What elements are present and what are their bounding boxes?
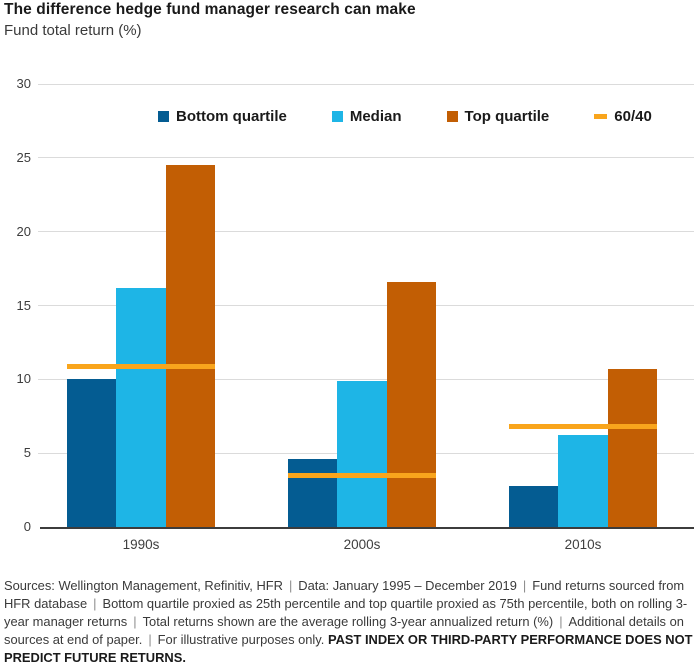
legend-item-median: Median <box>331 108 402 125</box>
line-60-40-2010s <box>509 424 657 430</box>
bar-bottom-quartile-1990s <box>67 379 117 527</box>
gridline-25 <box>38 157 694 159</box>
footer-separator: | <box>288 578 293 593</box>
footer-segment-6: For illustrative purposes only. <box>157 632 325 647</box>
footer-segment-5: Additional details on sources at end of … <box>4 614 684 647</box>
legend-item-60-40: 60/40 <box>594 108 652 125</box>
bar-bottom-quartile-2000s <box>288 459 338 527</box>
footer-separator: | <box>93 596 97 611</box>
gridline-10 <box>38 378 694 380</box>
y-tick-label-15: 15 <box>16 297 31 313</box>
y-tick-label-25: 25 <box>16 149 31 165</box>
y-tick-label-5: 5 <box>23 445 31 461</box>
y-tick-label-20: 20 <box>16 223 31 239</box>
bar-top-quartile-1990s <box>165 165 215 527</box>
legend-item-top-quartile: Top quartile <box>446 108 550 125</box>
y-tick-label-10: 10 <box>16 371 31 387</box>
bar-median-1990s <box>116 287 166 527</box>
legend-label-median: Median <box>349 108 402 125</box>
gridline-15 <box>38 305 694 306</box>
x-axis-label-2010s: 2010s <box>564 537 602 552</box>
y-tick-label-0: 0 <box>23 519 31 534</box>
bar-bottom-quartile-2010s <box>509 485 559 527</box>
legend-label-bottom-quartile: Bottom quartile <box>176 108 287 125</box>
line-60-40-2000s <box>288 472 436 478</box>
footer-notes: Sources: Wellington Management, Refiniti… <box>4 577 697 667</box>
bar-top-quartile-2010s <box>607 369 657 527</box>
legend-label-top-quartile: Top quartile <box>464 108 550 125</box>
bar-median-2000s <box>337 380 387 527</box>
legend-swatch-icon <box>446 111 458 122</box>
footer-separator: | <box>522 578 527 593</box>
footer-segment-1: Data: January 1995 – December 2019 <box>298 578 517 593</box>
legend-label-60-40: 60/40 <box>614 108 652 125</box>
plot-area: 0 5 10 15 20 25 30 1990s 2000s 2010s <box>17 76 694 552</box>
x-axis-label-2000s: 2000s <box>343 537 381 552</box>
legend-dash-icon <box>594 114 608 119</box>
gridline-20 <box>38 231 694 233</box>
footer-separator: | <box>148 632 152 647</box>
legend-item-bottom-quartile: Bottom quartile <box>158 108 287 125</box>
page-title: The difference hedge fund manager resear… <box>4 1 416 18</box>
footer-segment-4: Total returns shown are the average roll… <box>142 614 554 629</box>
footer-separator: | <box>559 614 563 629</box>
gridline-30 <box>38 83 694 85</box>
footer-disclaimer-emphasis: PAST INDEX OR THIRD-PARTY PERFORMANCE DO… <box>4 632 693 665</box>
footer-segment-0: Sources: Wellington Management, Refiniti… <box>4 578 283 593</box>
legend-swatch-icon <box>158 111 169 122</box>
chart-legend: Bottom quartile Median Top quartile 60/40 <box>158 108 652 125</box>
legend-swatch-icon <box>331 111 343 122</box>
bar-median-2010s <box>558 435 608 527</box>
x-axis-label-1990s: 1990s <box>122 537 160 552</box>
footer-segment-3: Bottom quartile proxied as 25th percenti… <box>4 596 688 629</box>
y-tick-label-30: 30 <box>16 76 31 91</box>
line-60-40-1990s <box>67 363 215 369</box>
footer-segment-2: Fund returns sourced from HFR database <box>4 578 685 611</box>
bar-top-quartile-2000s <box>386 281 436 527</box>
chart-subtitle: Fund total return (%) <box>4 22 142 39</box>
footer-separator: | <box>133 614 137 629</box>
